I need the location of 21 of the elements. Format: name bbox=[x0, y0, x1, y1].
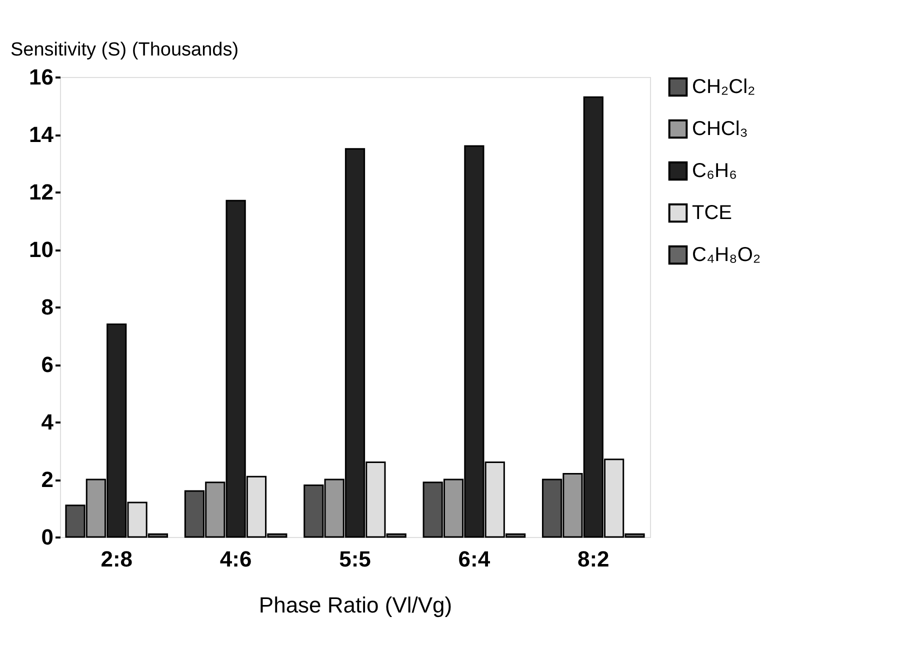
y-tick-label: 4 bbox=[41, 410, 54, 434]
y-tick-label: 0 bbox=[41, 524, 54, 550]
y-axis-title: Sensitivity (S) (Thousands) bbox=[10, 40, 239, 60]
x-tick-label: 8:2 bbox=[577, 546, 610, 572]
legend-label: C₄H₈O₂ bbox=[692, 244, 761, 266]
x-axis-title: Phase Ratio (Vl/Vg) bbox=[258, 592, 452, 618]
legend-label: CHCl₃ bbox=[692, 118, 748, 140]
y-tick-label: 10 bbox=[29, 237, 54, 262]
x-tick-label: 4:6 bbox=[220, 546, 252, 572]
y-tick-label: 12 bbox=[29, 180, 54, 204]
legend-label: C₆H₆ bbox=[692, 160, 738, 182]
y-tick-label: 14 bbox=[29, 122, 54, 147]
y-tick-label: 16 bbox=[29, 64, 54, 90]
legend-label: CH₂Cl₂ bbox=[692, 76, 756, 98]
y-tick-label: 2 bbox=[41, 467, 54, 492]
x-tick-label: 2:8 bbox=[100, 546, 133, 572]
y-tick-label: 8 bbox=[41, 294, 54, 320]
legend-label: TCE bbox=[692, 202, 732, 224]
x-tick-label: 5:5 bbox=[339, 546, 371, 572]
x-tick-label: 6:4 bbox=[458, 546, 491, 572]
y-tick-label: 6 bbox=[41, 352, 54, 377]
